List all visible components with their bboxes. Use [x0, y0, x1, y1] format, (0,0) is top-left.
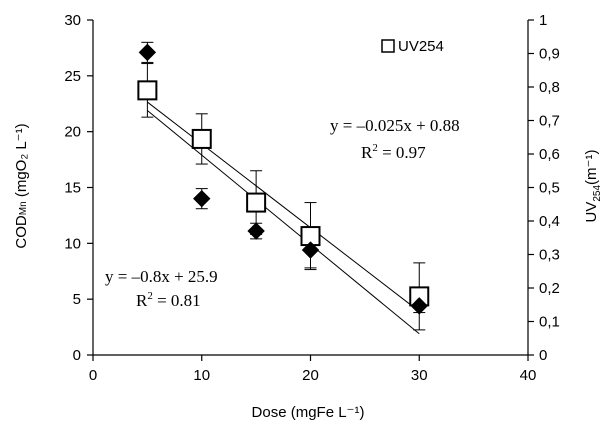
- uv254-point: [191, 128, 212, 149]
- cod-point: [301, 241, 320, 259]
- right-tick-label: 0,4: [539, 213, 560, 230]
- right-tick-label: 0,1: [539, 314, 560, 331]
- left-tick-label: 20: [64, 124, 81, 141]
- uv254-point: [137, 80, 158, 101]
- right-tick-label: 0,9: [539, 46, 560, 63]
- right-tick-label: 0,7: [539, 113, 560, 130]
- error-bars: [141, 41, 426, 331]
- x-tick-label: 30: [411, 367, 428, 384]
- cod-point: [247, 222, 265, 240]
- cod-r-squared: R2 = 0.81: [136, 290, 201, 310]
- uv254-equation: y = –0.025x + 0.88: [330, 116, 460, 135]
- left-tick-label: 0: [73, 347, 81, 364]
- right-axis-title: UV254(m⁻¹): [583, 150, 603, 223]
- data-points: [137, 43, 430, 315]
- uv254-point: [246, 192, 267, 213]
- left-tick-label: 10: [64, 235, 81, 252]
- cod-point: [138, 43, 157, 62]
- left-axis-ticks: 0 5 10 15 20 25 30: [64, 12, 93, 364]
- x-tick-label: 20: [302, 367, 319, 384]
- right-tick-label: 0,3: [539, 247, 560, 264]
- left-tick-label: 25: [64, 68, 81, 85]
- cod-fit-annotation: y = –0.8x + 25.9 R2 = 0.81: [105, 267, 218, 310]
- legend-label: UV254: [398, 38, 444, 55]
- right-tick-label: 0,8: [539, 79, 560, 96]
- cod-point: [410, 297, 428, 315]
- left-axis-title: CODMn (mgO₂ L⁻¹): [13, 123, 30, 248]
- uv254-r-squared: R2 = 0.97: [361, 142, 426, 162]
- cod-point: [193, 189, 211, 208]
- right-tick-label: 0,6: [539, 146, 560, 163]
- x-tick-label: 10: [193, 367, 210, 384]
- right-tick-label: 0: [539, 347, 547, 364]
- x-tick-label: 40: [520, 367, 537, 384]
- left-tick-label: 5: [73, 291, 81, 308]
- legend: UV254: [381, 38, 444, 55]
- x-tick-label: 0: [89, 367, 97, 384]
- left-tick-label: 30: [64, 12, 81, 29]
- x-axis-ticks: 0 10 20 30 40: [89, 355, 537, 384]
- x-axis-title: Dose (mgFe L⁻¹): [252, 404, 365, 421]
- cod-equation: y = –0.8x + 25.9: [105, 267, 218, 286]
- right-tick-label: 0,2: [539, 280, 560, 297]
- uv254-fit-annotation: y = –0.025x + 0.88 R2 = 0.97: [330, 116, 460, 162]
- left-tick-label: 15: [64, 180, 81, 197]
- right-tick-label: 1: [539, 12, 547, 29]
- right-tick-label: 0,5: [539, 180, 560, 197]
- legend-marker-open-square: [381, 39, 395, 53]
- right-axis-ticks: 0 0,1 0,2 0,3 0,4 0,5 0,6 0,7 0,8 0,9 1: [528, 12, 560, 364]
